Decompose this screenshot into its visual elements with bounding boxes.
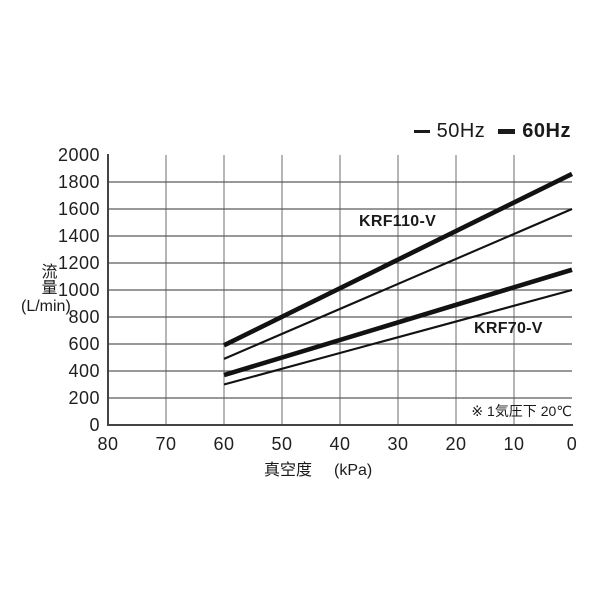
x-axis-title-text: 真空度 (264, 462, 313, 479)
y-axis-unit: (L/min) (21, 298, 71, 315)
y-tick-label: 0 (89, 415, 100, 435)
y-tick-label: 1600 (58, 199, 100, 219)
y-tick-label: 800 (68, 307, 100, 327)
legend-label-50hz: 50Hz (436, 120, 486, 142)
x-axis-title: 真空度 (kPa) (264, 456, 372, 480)
thin-line-swatch-icon (413, 130, 430, 133)
legend: 50Hz 60Hz (413, 120, 571, 143)
x-tick-label: 40 (329, 434, 350, 454)
y-tick-label: 1400 (58, 226, 100, 246)
y-tick-label: 200 (68, 388, 100, 408)
y-tick-label: 1800 (58, 172, 100, 192)
series-line-krf110-v-50hz (223, 208, 573, 360)
x-axis-unit: (kPa) (334, 462, 373, 479)
x-tick-label: 50 (271, 434, 292, 454)
series-line-krf70-v-50hz (223, 288, 573, 386)
y-tick-label: 400 (68, 361, 100, 381)
legend-label-60hz: 60Hz (522, 120, 571, 142)
x-tick-label: 10 (503, 434, 524, 454)
series-line-krf70-v-60hz (223, 267, 573, 378)
condition-note: ※ 1気圧下 20℃ (471, 403, 572, 419)
x-tick-label: 20 (445, 434, 466, 454)
y-tick-label: 1200 (58, 253, 100, 273)
x-tick-label: 0 (567, 434, 578, 454)
series-line-krf110-v-60hz (222, 171, 574, 348)
y-tick-label: 600 (68, 334, 100, 354)
series-label-krf110v: KRF110-V (359, 213, 437, 230)
legend-item-50hz: 50Hz (413, 120, 486, 143)
series-label-krf70v: KRF70-V (474, 320, 543, 337)
x-tick-label: 70 (155, 434, 176, 454)
legend-item-60hz: 60Hz (498, 120, 571, 143)
x-tick-label: 30 (387, 434, 408, 454)
y-axis-title: 流量 (41, 264, 58, 297)
y-tick-label: 1000 (58, 280, 100, 300)
y-tick-label: 2000 (58, 145, 100, 165)
thick-line-swatch-icon (498, 129, 516, 134)
x-tick-label: 60 (213, 434, 234, 454)
x-tick-label: 80 (97, 434, 118, 454)
